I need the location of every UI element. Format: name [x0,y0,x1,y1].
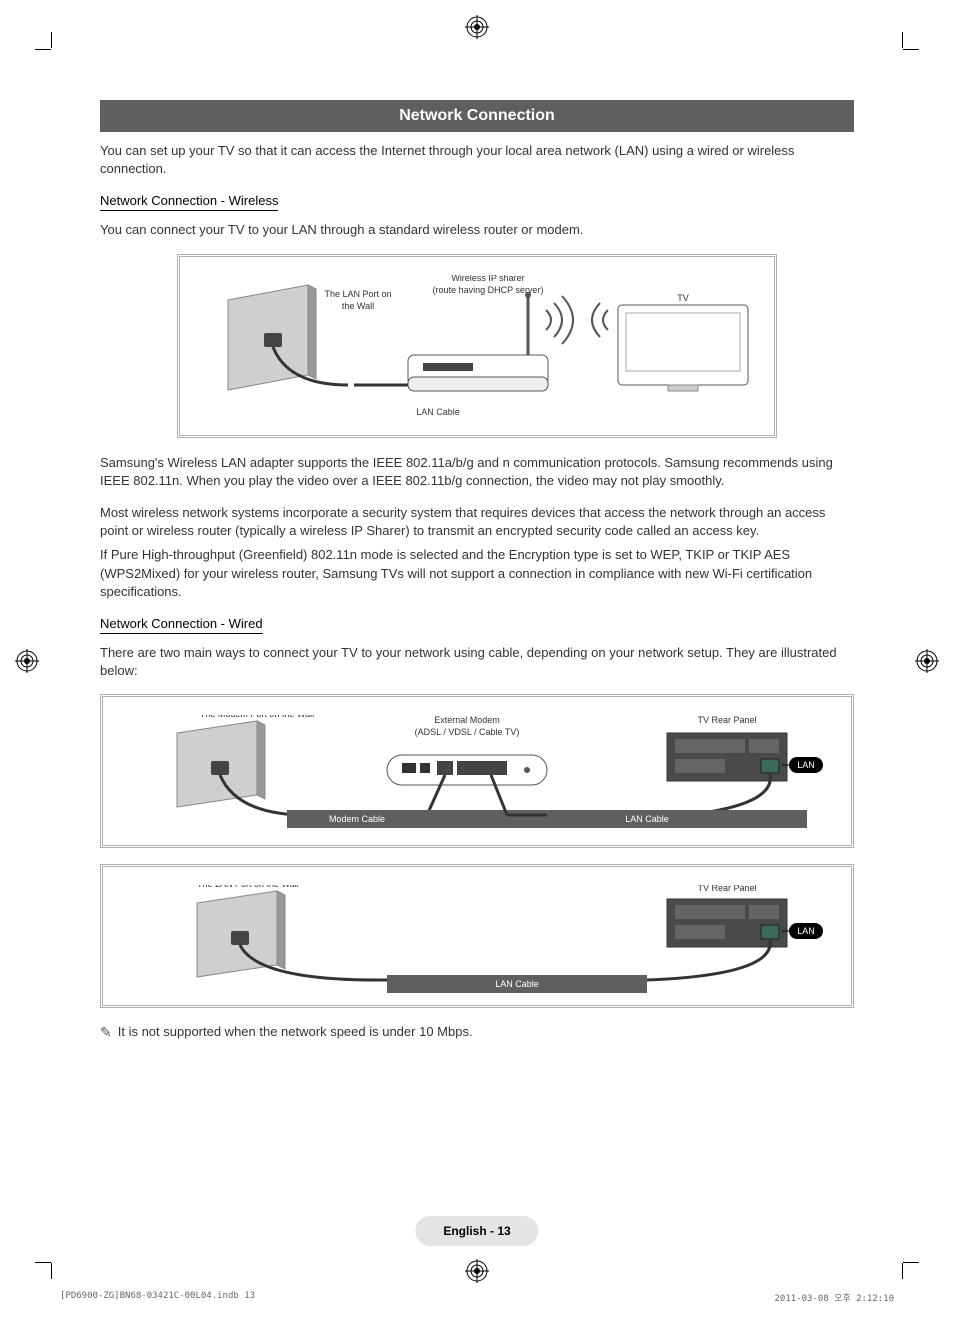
print-timestamp: 2011-03-08 오후 2:12:10 [774,1291,894,1304]
svg-text:TV Rear Panel: TV Rear Panel [697,885,756,893]
crop-corner [51,1263,52,1279]
note-text: It is not supported when the network spe… [118,1024,473,1039]
print-file-info: [PD6900-ZG]BN68-03421C-00L04.indb 13 [60,1291,255,1304]
svg-text:Modem Cable: Modem Cable [329,814,385,824]
section-header: Network Connection [100,100,854,132]
crop-corner [903,49,919,50]
svg-text:TV Rear Panel: TV Rear Panel [697,715,756,725]
registration-mark-left [15,649,39,673]
wireless-para3: If Pure High-throughput (Greenfield) 802… [100,546,854,601]
wired-diagram-1: The Modem Port on the Wall External Mode… [100,694,854,848]
svg-text:TV: TV [677,293,689,303]
svg-text:LAN Cable: LAN Cable [625,814,669,824]
svg-text:The LAN Port on the Wall: The LAN Port on the Wall [197,885,299,889]
crop-corner [35,1262,51,1263]
page-content: Network Connection You can set up your T… [100,100,854,1246]
svg-text:The LAN Port on: The LAN Port on [324,289,391,299]
note: ✎ It is not supported when the network s… [100,1024,854,1041]
svg-text:(route having DHCP server): (route having DHCP server) [433,285,544,295]
print-footer: [PD6900-ZG]BN68-03421C-00L04.indb 13 201… [60,1291,894,1304]
svg-text:the Wall: the Wall [342,301,374,311]
intro-text: You can set up your TV so that it can ac… [100,142,854,178]
wireless-diagram: The LAN Port on the Wall Wireless IP sha… [177,254,777,438]
svg-text:LAN: LAN [797,760,815,770]
wireless-intro: You can connect your TV to your LAN thro… [100,221,854,239]
page-number-badge: English - 13 [415,1216,538,1246]
svg-text:LAN Cable: LAN Cable [495,979,539,989]
wired-diagram-2: The LAN Port on the Wall TV Rear Panel L… [100,864,854,1008]
svg-text:(ADSL / VDSL / Cable TV): (ADSL / VDSL / Cable TV) [415,727,520,737]
crop-corner [35,49,51,50]
wireless-heading: Network Connection - Wireless [100,193,278,211]
registration-mark-top [465,15,489,39]
crop-corner [902,1263,903,1279]
crop-corner [903,1262,919,1263]
crop-corner [902,32,903,48]
wired-heading: Network Connection - Wired [100,616,263,634]
wireless-para1: Samsung's Wireless LAN adapter supports … [100,454,854,490]
wired-intro: There are two main ways to connect your … [100,644,854,680]
svg-text:The Modem Port on the Wall: The Modem Port on the Wall [200,715,314,719]
wireless-para2: Most wireless network systems incorporat… [100,504,854,540]
svg-text:External Modem: External Modem [434,715,500,725]
registration-mark-bottom [465,1259,489,1283]
crop-corner [51,32,52,48]
note-icon: ✎ [100,1024,112,1041]
svg-text:LAN Cable: LAN Cable [416,407,460,417]
registration-mark-right [915,649,939,673]
svg-text:Wireless IP sharer: Wireless IP sharer [451,275,524,283]
svg-text:LAN: LAN [797,926,815,936]
